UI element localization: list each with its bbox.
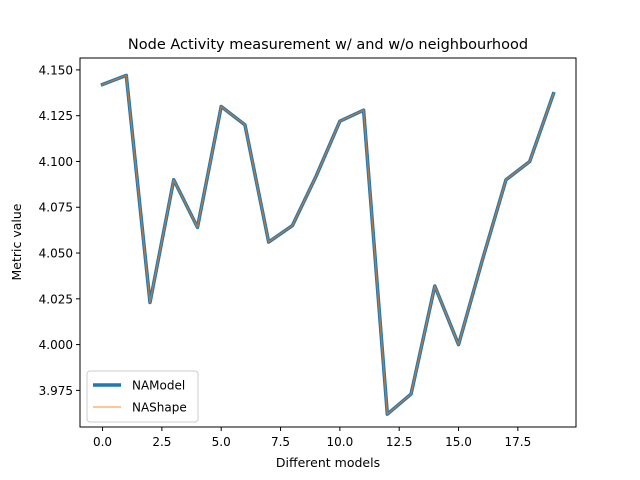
y-tick-label: 4.000	[39, 338, 73, 352]
legend-label-nashape: NAShape	[132, 401, 187, 415]
y-tick-label: 4.150	[39, 63, 73, 77]
legend: NAModel NAShape	[86, 370, 199, 423]
y-tick-label: 4.125	[39, 109, 73, 123]
axes-frame	[79, 57, 577, 428]
y-tick-label: 3.975	[39, 384, 73, 398]
x-axis-label: Different models	[276, 455, 380, 470]
y-tick-label: 4.025	[39, 292, 73, 306]
x-tick-label: 12.5	[386, 435, 413, 449]
chart-title: Node Activity measurement w/ and w/o nei…	[128, 37, 528, 53]
x-tick-label: 7.5	[271, 435, 290, 449]
y-axis: 3.975 4.000 4.025 4.050 4.075 4.100 4.125 4.150	[39, 63, 80, 398]
series-line-nashape	[101, 74, 555, 415]
y-axis-label: Metric value	[9, 203, 24, 280]
x-tick-label: 0.0	[93, 435, 112, 449]
legend-label-namodel: NAModel	[132, 379, 185, 393]
series-layer	[100, 73, 556, 416]
x-tick-label: 5.0	[212, 435, 231, 449]
y-tick-label: 4.075	[39, 201, 73, 215]
x-tick-label: 15.0	[445, 435, 472, 449]
plot-area	[79, 57, 577, 428]
y-tick-label: 4.050	[39, 247, 73, 261]
x-tick-label: 2.5	[152, 435, 171, 449]
x-axis: 0.0 2.5 5.0 7.5 10.0 12.5 15.0 17.5	[93, 427, 531, 449]
x-tick-label: 10.0	[327, 435, 354, 449]
x-tick-label: 17.5	[504, 435, 531, 449]
y-tick-label: 4.100	[39, 155, 73, 169]
